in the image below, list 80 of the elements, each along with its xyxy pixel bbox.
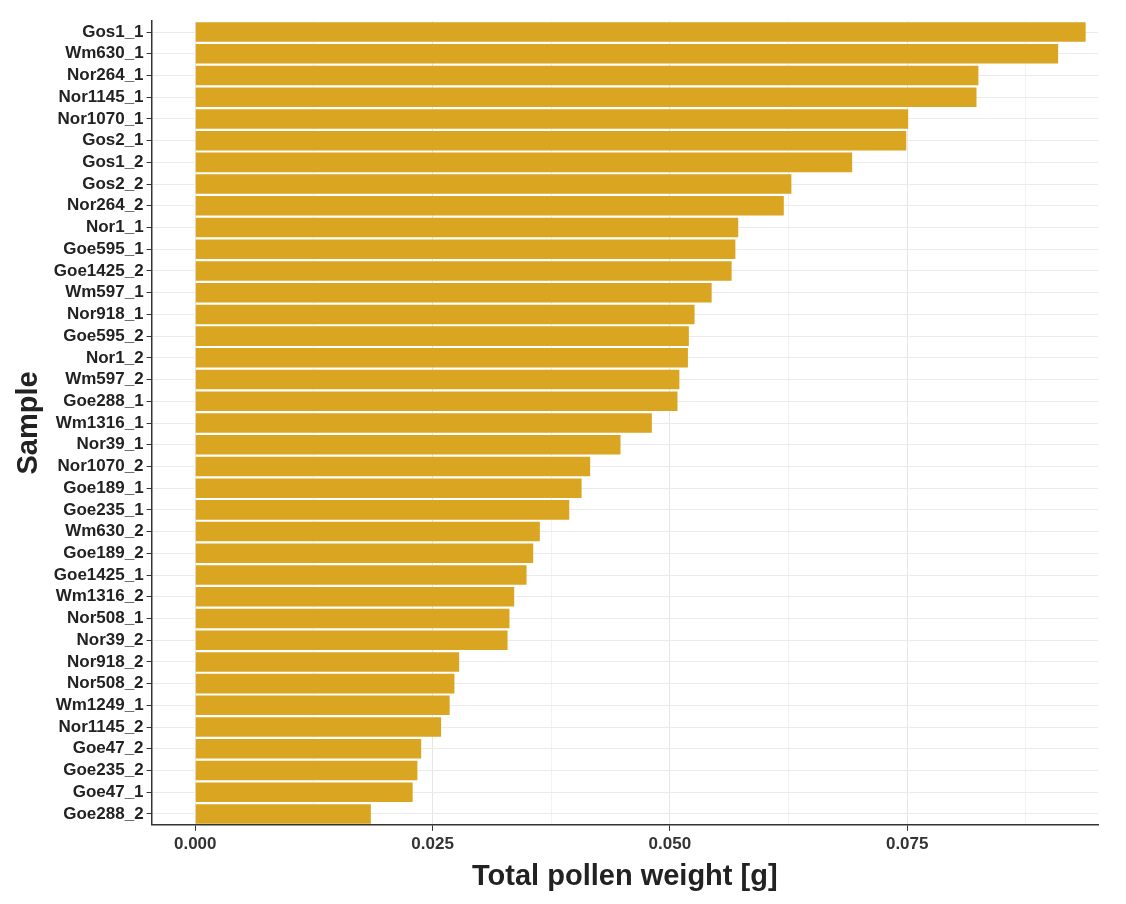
bar	[195, 434, 621, 455]
x-tick-label: 0.075	[885, 833, 929, 853]
y-tick-label: Nor1_1	[85, 217, 144, 237]
bar	[195, 804, 371, 824]
bar	[195, 348, 688, 368]
bar	[195, 109, 909, 129]
y-tick-label: Nor1145_2	[58, 716, 144, 736]
y-tick-label: Nor918_2	[67, 651, 144, 671]
y-tick-label: Nor264_2	[67, 195, 144, 215]
bar	[195, 174, 792, 194]
y-tick-label: Gos1_2	[82, 152, 144, 172]
bar	[195, 565, 527, 585]
y-tick-label: Nor1145_1	[58, 86, 144, 106]
y-tick-label: Nor39_1	[76, 434, 144, 454]
y-tick-label: Wm597_1	[65, 282, 144, 302]
bar	[195, 586, 515, 607]
y-tick-label: Goe595_1	[63, 238, 144, 258]
x-tick-label: 0.000	[173, 833, 217, 853]
bar	[195, 608, 510, 629]
bar	[195, 739, 422, 759]
y-axis-title: Sample	[11, 371, 44, 475]
y-tick-label: Nor264_1	[67, 65, 144, 85]
bar	[195, 760, 418, 781]
y-tick-label: Wm1316_2	[55, 586, 144, 606]
bar	[195, 22, 1086, 42]
y-tick-label: Goe189_2	[63, 543, 144, 562]
bar	[195, 630, 508, 650]
y-tick-label: Goe288_1	[63, 390, 144, 410]
bar	[195, 717, 442, 737]
x-tick-label: 0.025	[411, 833, 454, 853]
y-tick-label: Goe235_1	[63, 499, 144, 519]
bar	[195, 44, 1059, 64]
bar	[195, 326, 689, 346]
y-tick-label: Nor1_2	[85, 347, 144, 367]
bar	[195, 304, 695, 325]
y-tick-label: Goe47_2	[72, 738, 144, 758]
bar	[195, 413, 652, 433]
bar	[195, 152, 853, 173]
y-tick-label: Nor1070_1	[57, 108, 144, 128]
y-tick-label: Gos1_1	[82, 21, 144, 41]
y-tick-label: Gos2_2	[82, 173, 144, 193]
bar	[195, 87, 977, 107]
bar	[195, 695, 450, 716]
y-tick-label: Goe1425_1	[53, 564, 144, 584]
y-tick-label: Nor918_1	[67, 304, 144, 324]
bar	[195, 65, 979, 86]
bar	[195, 282, 712, 303]
bar	[195, 456, 591, 477]
y-tick-label: Goe189_1	[63, 477, 144, 497]
bar	[195, 782, 413, 802]
y-tick-label: Nor508_2	[67, 673, 144, 693]
y-tick-label: Nor508_1	[67, 608, 144, 628]
y-tick-label: Goe288_2	[63, 803, 144, 823]
bar	[195, 239, 736, 260]
bar	[195, 130, 907, 151]
bar	[195, 261, 732, 281]
bar	[195, 521, 540, 542]
bar	[195, 673, 455, 694]
y-tick-label: Nor1070_2	[57, 456, 144, 476]
bar	[195, 652, 460, 672]
y-tick-label: Goe595_2	[63, 325, 144, 345]
y-tick-label: Goe235_2	[63, 760, 144, 780]
y-tick-label: Wm630_1	[65, 43, 144, 63]
y-tick-label: Goe1425_2	[53, 260, 144, 280]
x-tick-label: 0.050	[648, 833, 692, 853]
bar	[195, 369, 680, 390]
y-tick-label: Wm630_2	[65, 521, 144, 541]
bar	[195, 196, 784, 216]
y-tick-label: Wm597_2	[65, 369, 144, 389]
bar	[195, 217, 739, 238]
y-tick-label: Wm1316_1	[55, 412, 144, 432]
y-tick-label: Gos2_1	[82, 130, 144, 150]
bar	[195, 478, 582, 498]
x-axis-title: Total pollen weight [g]	[472, 858, 778, 891]
y-tick-label: Wm1249_1	[55, 695, 144, 715]
bar	[195, 543, 534, 564]
bar	[195, 500, 570, 520]
y-tick-label: Goe47_1	[72, 781, 144, 801]
y-tick-label: Nor39_2	[76, 629, 144, 649]
bar	[195, 391, 678, 412]
